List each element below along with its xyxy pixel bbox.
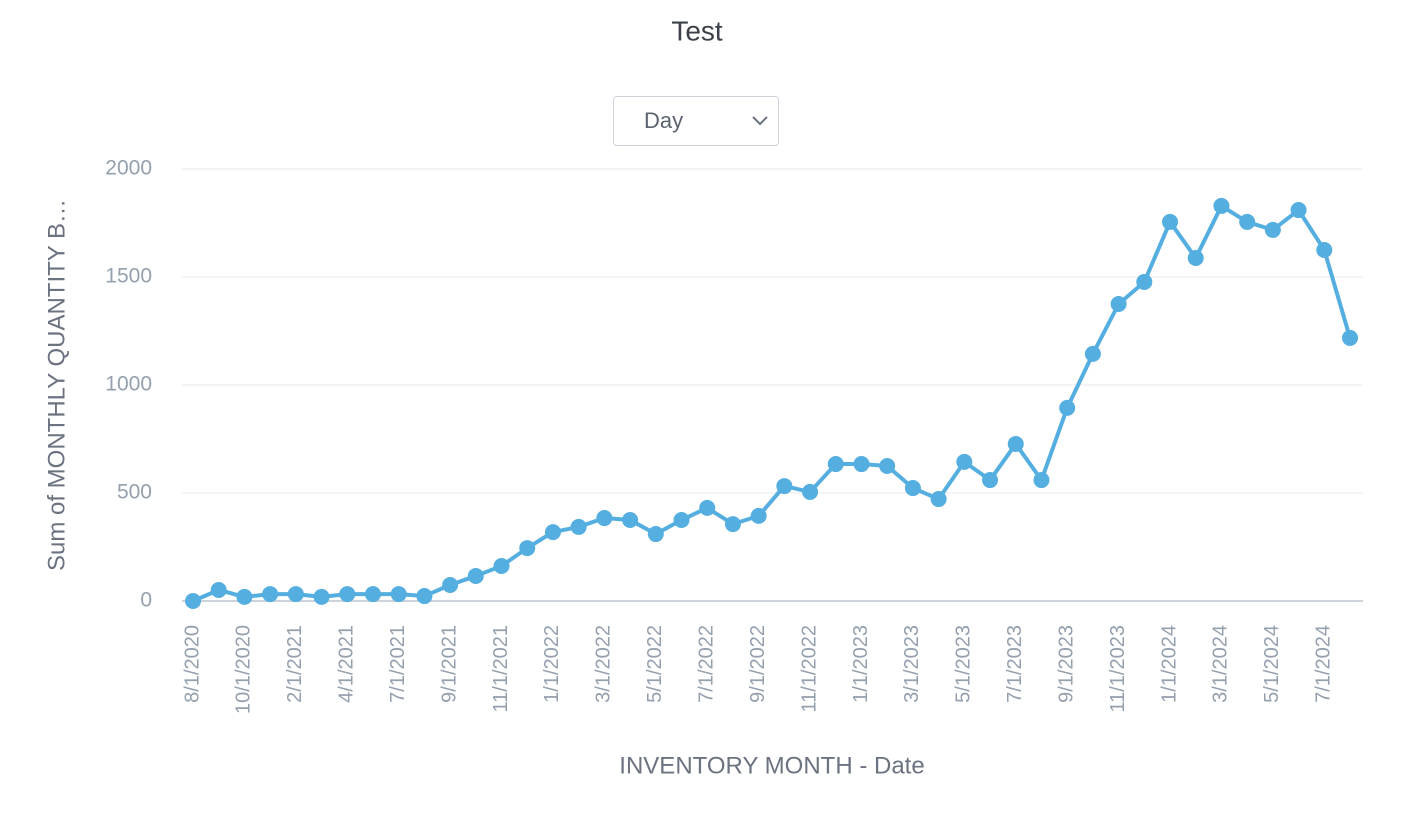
x-tick-label: 1/1/2024 bbox=[1158, 625, 1180, 703]
x-tick-label: 1/1/2023 bbox=[850, 625, 872, 703]
point bbox=[1239, 213, 1256, 230]
chevron bbox=[752, 116, 768, 126]
point bbox=[1033, 472, 1050, 489]
point bbox=[185, 593, 201, 609]
x-tick-label: 3/1/2024 bbox=[1210, 625, 1232, 703]
point bbox=[879, 458, 896, 474]
point bbox=[1290, 202, 1307, 219]
point bbox=[596, 510, 613, 527]
x-tick-label: 1/1/2022 bbox=[541, 625, 563, 703]
point bbox=[673, 512, 690, 528]
point bbox=[802, 483, 819, 500]
point bbox=[442, 577, 459, 594]
point bbox=[1187, 249, 1204, 266]
point bbox=[210, 581, 227, 598]
x-tick-label: 9/1/2021 bbox=[438, 625, 460, 703]
x-tick-label: 9/1/2023 bbox=[1055, 625, 1077, 703]
y-tick-label: 2000 bbox=[105, 157, 152, 180]
point bbox=[1342, 329, 1358, 346]
point bbox=[519, 540, 536, 557]
x-tick-label: 11/1/2022 bbox=[798, 625, 820, 713]
y-axis-label: Sum of MONTHLY QUANTITY B… bbox=[43, 199, 70, 571]
point bbox=[904, 480, 921, 497]
point bbox=[930, 491, 947, 508]
point bbox=[827, 456, 844, 473]
point bbox=[1136, 273, 1153, 290]
y-tick-label: 1000 bbox=[105, 373, 152, 396]
point bbox=[1059, 399, 1076, 416]
line bbox=[192, 203, 1352, 603]
point bbox=[724, 516, 741, 533]
x-tick-label: 10/1/2020 bbox=[233, 625, 255, 714]
y-tick-label: 500 bbox=[117, 481, 152, 504]
x-tick-label: 11/1/2021 bbox=[490, 625, 512, 713]
point bbox=[1084, 345, 1101, 362]
x-tick-label: 5/1/2022 bbox=[644, 625, 666, 703]
x-tick-label: 8/1/2020 bbox=[181, 625, 203, 703]
point bbox=[467, 567, 484, 584]
x-tick-label: 11/1/2023 bbox=[1107, 625, 1129, 713]
point bbox=[339, 586, 356, 603]
point bbox=[776, 478, 793, 495]
y-tick-label: 0 bbox=[140, 589, 152, 612]
point bbox=[262, 586, 279, 603]
x-tick-label: 5/1/2024 bbox=[1261, 625, 1283, 703]
point bbox=[570, 518, 587, 535]
chart-title: Test bbox=[671, 15, 723, 46]
point bbox=[390, 586, 407, 603]
point bbox=[699, 499, 716, 516]
x-tick-label: 3/1/2023 bbox=[901, 625, 923, 703]
point bbox=[1264, 221, 1281, 238]
dropdown-label: Day bbox=[644, 108, 684, 133]
point bbox=[313, 588, 330, 605]
point bbox=[1162, 213, 1179, 230]
x-tick-label: 7/1/2023 bbox=[1004, 625, 1026, 703]
point bbox=[1213, 197, 1230, 214]
x-tick-label: 9/1/2022 bbox=[747, 625, 769, 703]
point bbox=[364, 586, 381, 603]
point bbox=[982, 472, 999, 489]
point bbox=[416, 588, 433, 605]
dropdown[interactable]: Day bbox=[613, 96, 779, 146]
point bbox=[853, 456, 870, 473]
point bbox=[647, 526, 664, 543]
x-tick-label: 3/1/2022 bbox=[593, 625, 615, 703]
point bbox=[750, 507, 767, 524]
point bbox=[1007, 435, 1024, 452]
x-tick-label: 7/1/2021 bbox=[387, 625, 409, 703]
x-tick-label: 4/1/2021 bbox=[336, 625, 358, 703]
x-tick-label: 7/1/2022 bbox=[696, 625, 718, 703]
y-tick-label: 1500 bbox=[105, 265, 152, 288]
point bbox=[544, 524, 561, 541]
point bbox=[493, 558, 510, 575]
point bbox=[622, 512, 639, 528]
point bbox=[1110, 296, 1127, 312]
x-tick-label: 7/1/2024 bbox=[1313, 625, 1335, 703]
point bbox=[956, 453, 973, 470]
point bbox=[236, 588, 253, 605]
x-tick-label: 5/1/2023 bbox=[953, 625, 975, 703]
x-tick-label: 2/1/2021 bbox=[284, 625, 306, 703]
point bbox=[1316, 242, 1333, 258]
x-axis-label: INVENTORY MONTH - Date bbox=[619, 752, 924, 779]
point bbox=[287, 586, 304, 603]
